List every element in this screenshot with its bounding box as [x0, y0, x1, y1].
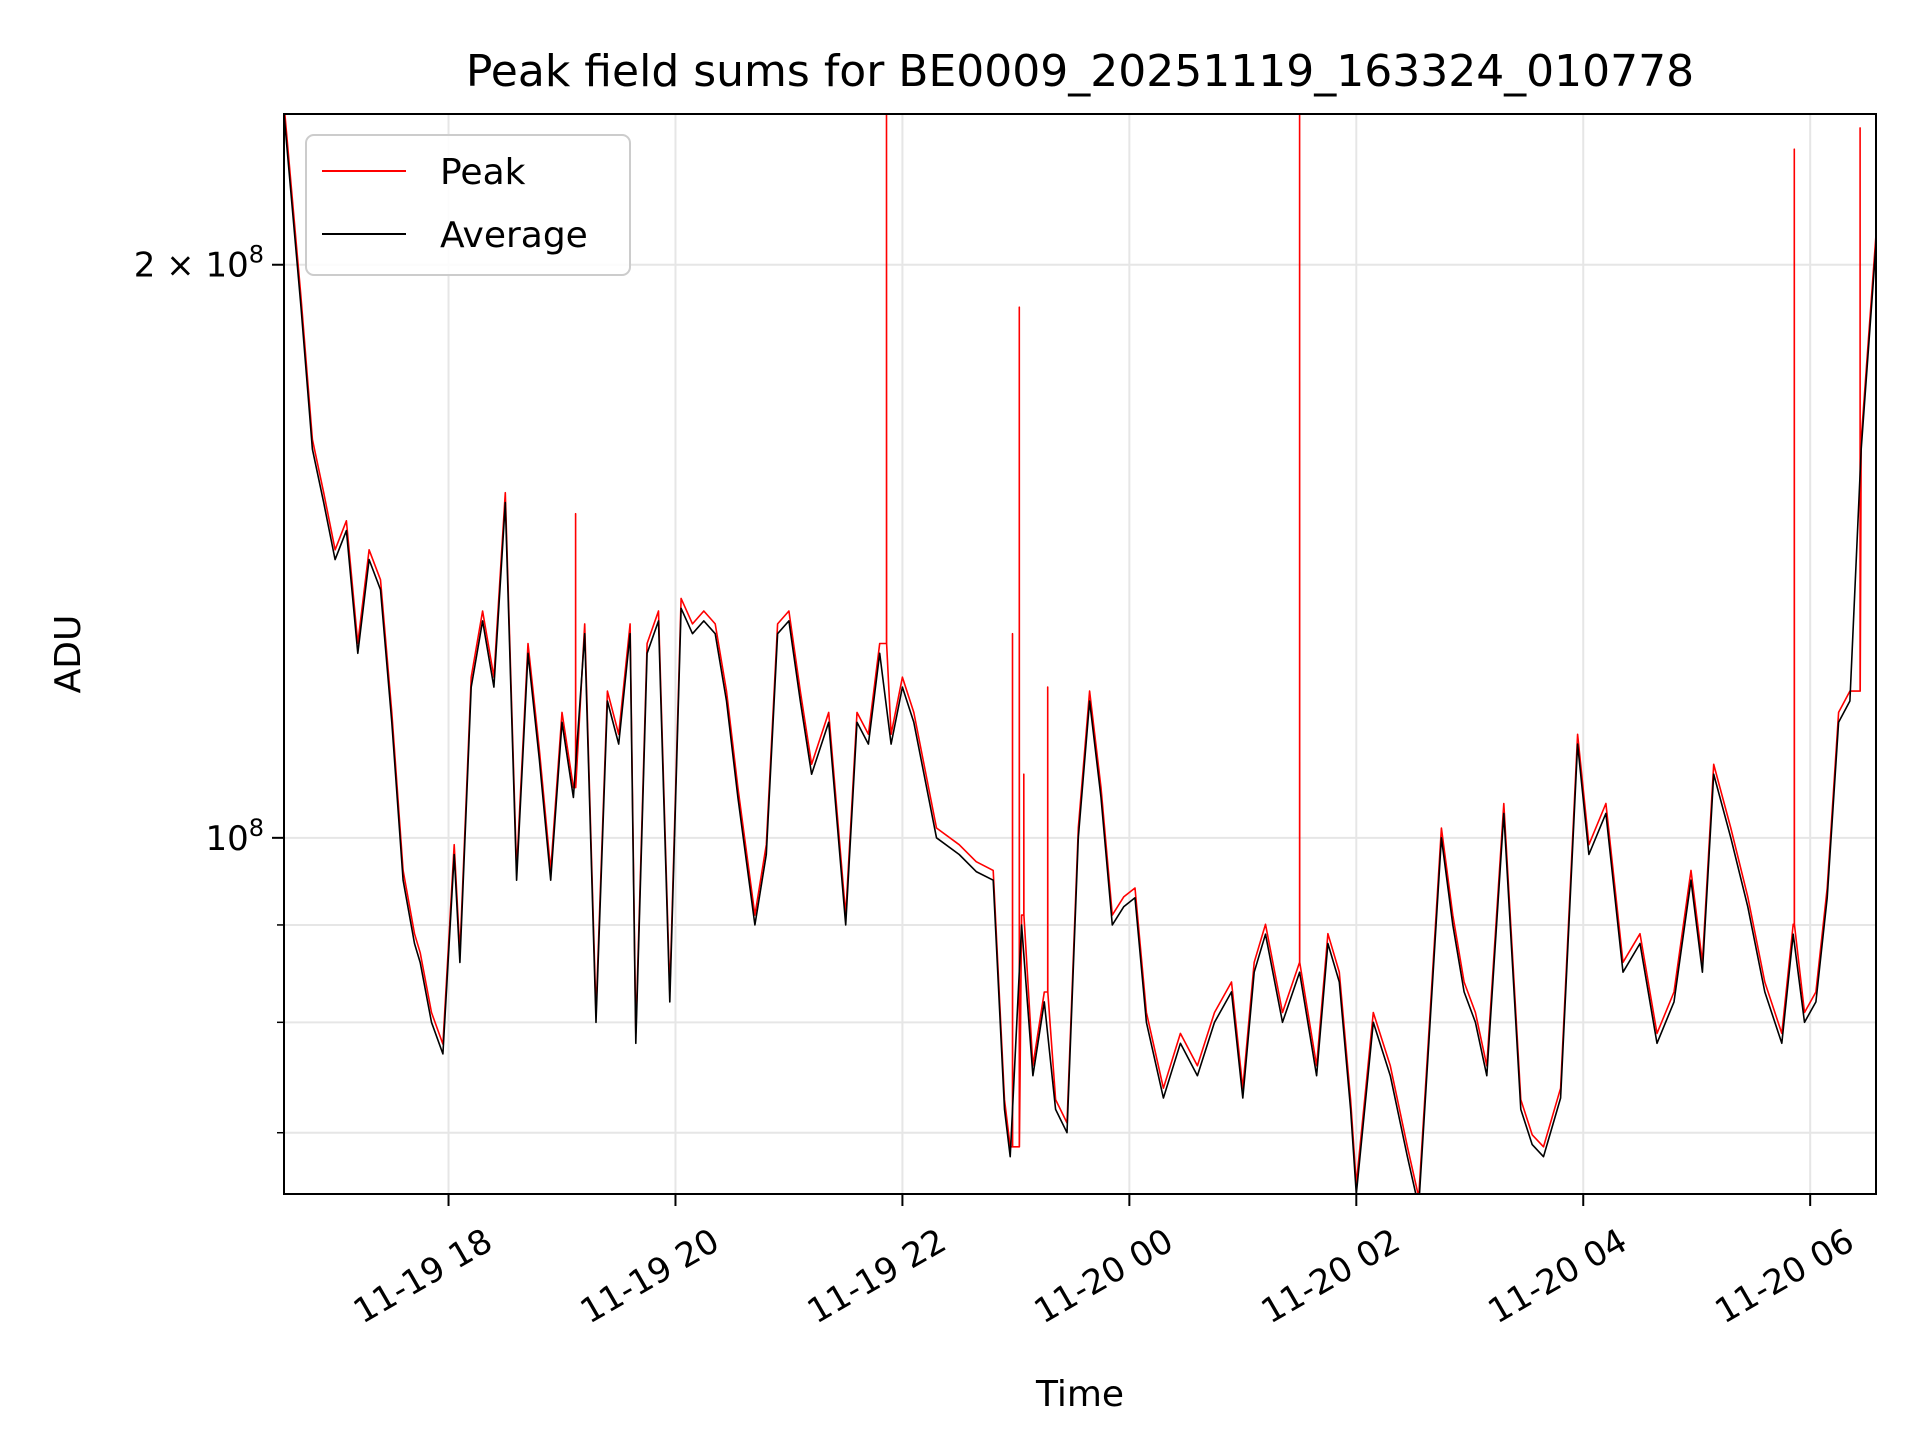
x-axis-label: Time [1035, 1374, 1124, 1415]
series-layer [284, 114, 1876, 1194]
y-tick-label: 2 × 108 [134, 241, 264, 286]
series-line-average [284, 114, 1876, 1194]
chart-title: Peak field sums for BE0009_20251119_1633… [466, 46, 1694, 97]
y-axis-label: ADU [48, 615, 89, 694]
series-line-peak [284, 114, 1876, 1194]
legend-label-peak: Peak [440, 152, 526, 193]
legend: Peak Average [305, 134, 631, 276]
legend-label-average: Average [440, 215, 588, 256]
plot-frame [283, 113, 1877, 1195]
y-tick-label: 108 [205, 814, 264, 859]
